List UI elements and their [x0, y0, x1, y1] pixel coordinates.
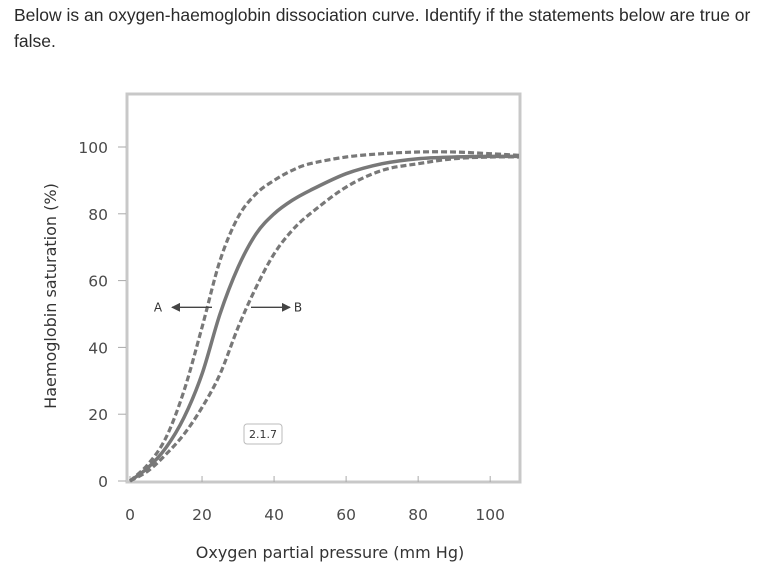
- y-axis-title: Haemoglobin saturation (%): [41, 183, 60, 409]
- y-tick-label: 20: [88, 406, 108, 424]
- figure-tag-box: [243, 423, 283, 445]
- series-line-a: [128, 150, 520, 483]
- question-text: Below is an oxygen-haemoglobin dissociat…: [14, 5, 751, 51]
- arrow-a-label: A: [154, 300, 163, 314]
- figure-tag-label: 2.1.7: [249, 428, 277, 441]
- x-axis-title: Oxygen partial pressure (mm Hg): [196, 543, 464, 562]
- series-line-b: [129, 155, 520, 483]
- x-tick-label: 80: [408, 506, 428, 524]
- y-tick-label: 80: [88, 206, 108, 224]
- arrow-b-label: B: [294, 300, 302, 314]
- y-tick-label: 40: [88, 339, 108, 357]
- y-tick-label: 100: [78, 139, 108, 157]
- y-tick-label: 60: [88, 273, 108, 291]
- x-tick-label: 40: [264, 506, 284, 524]
- x-tick-label: 100: [475, 506, 505, 524]
- x-tick-label: 20: [192, 506, 212, 524]
- x-tick-label: 0: [125, 506, 135, 524]
- x-tick-label: 60: [336, 506, 356, 524]
- y-tick-label: 0: [98, 473, 108, 491]
- series-line-normal: [128, 154, 520, 483]
